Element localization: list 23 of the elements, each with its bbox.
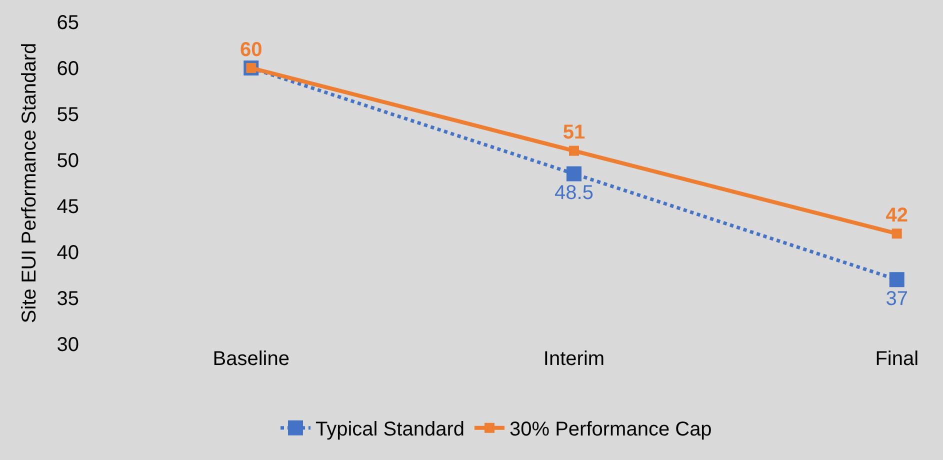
legend-label: Typical Standard [316, 418, 464, 441]
y-tick-label: 40 [56, 242, 79, 264]
y-tick-label: 65 [56, 12, 79, 34]
data-label: 48.5 [554, 182, 594, 204]
data-label: 60 [240, 38, 262, 61]
point [892, 228, 902, 239]
y-tick-label: 60 [56, 58, 79, 80]
y-tick-label: 35 [56, 288, 79, 310]
y-tick-label: 45 [56, 196, 79, 218]
x-tick-label: Final [875, 348, 919, 370]
y-tick-label: 55 [56, 104, 79, 126]
y-axis-title: Site EUI Performance Standard [18, 42, 40, 324]
data-label: 42 [886, 204, 908, 226]
y-tick-label: 30 [56, 334, 79, 356]
x-tick-label: Interim [543, 348, 605, 370]
x-tick-label: Baseline [212, 348, 290, 370]
point [566, 166, 582, 182]
data-label: 37 [886, 288, 908, 310]
point [568, 146, 579, 156]
legend-label: 30% Performance Cap [509, 418, 712, 441]
y-tick-label: 50 [56, 150, 79, 172]
point [889, 272, 904, 288]
data-label: 51 [562, 122, 586, 144]
